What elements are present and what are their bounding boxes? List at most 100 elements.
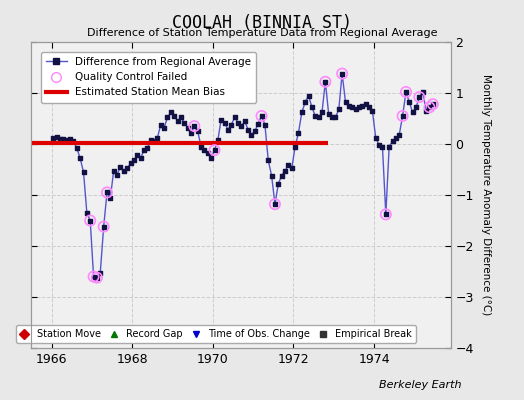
Point [341, 99, 350, 105]
Point [308, 104, 316, 110]
Point [254, 120, 263, 127]
Point [271, 201, 279, 207]
Point [200, 147, 209, 153]
Point [150, 138, 158, 145]
Point [415, 94, 423, 100]
Point [227, 122, 235, 128]
Point [278, 172, 286, 179]
Point [183, 124, 192, 131]
Point [257, 113, 266, 119]
Point [398, 113, 407, 119]
Point [163, 114, 172, 121]
Point [147, 137, 155, 143]
Point [90, 274, 98, 280]
Text: Difference of Station Temperature Data from Regional Average: Difference of Station Temperature Data f… [87, 28, 437, 38]
Point [231, 114, 239, 121]
Point [210, 147, 219, 153]
Point [59, 136, 68, 143]
Point [96, 269, 104, 276]
Point [76, 155, 84, 162]
Point [362, 101, 370, 108]
Point [210, 147, 219, 153]
Point [358, 102, 366, 109]
Point [378, 143, 387, 150]
Point [187, 130, 195, 136]
Point [204, 150, 212, 156]
Point [241, 118, 249, 124]
Text: COOLAH (BINNIA ST): COOLAH (BINNIA ST) [172, 14, 352, 32]
Point [106, 194, 115, 201]
Point [405, 99, 413, 105]
Point [288, 165, 296, 172]
Point [298, 109, 306, 116]
Point [247, 132, 256, 138]
Point [385, 143, 394, 150]
Point [221, 119, 229, 126]
Point [264, 157, 272, 164]
Point [83, 210, 91, 216]
Point [193, 128, 202, 134]
Point [301, 99, 309, 105]
Point [274, 180, 282, 187]
Point [170, 113, 178, 119]
Point [284, 162, 292, 169]
Point [93, 274, 101, 281]
Point [425, 104, 434, 110]
Point [338, 70, 346, 77]
Point [250, 128, 259, 134]
Point [281, 167, 289, 174]
Point [415, 94, 423, 100]
Point [62, 137, 71, 143]
Point [419, 89, 427, 95]
Point [217, 116, 225, 123]
Point [177, 114, 185, 121]
Point [160, 124, 168, 131]
Point [324, 111, 333, 118]
Point [73, 145, 81, 151]
Point [56, 136, 64, 142]
Point [429, 101, 437, 108]
Point [321, 78, 330, 85]
Point [429, 101, 437, 108]
Point [372, 135, 380, 141]
Point [123, 165, 132, 172]
Point [294, 130, 303, 136]
Point [409, 109, 417, 116]
Point [365, 104, 373, 110]
Point [66, 136, 74, 142]
Point [190, 123, 199, 129]
Point [140, 147, 148, 153]
Point [402, 89, 410, 95]
Point [348, 104, 356, 110]
Point [352, 106, 360, 112]
Point [52, 134, 61, 140]
Point [412, 104, 420, 110]
Point [214, 137, 222, 143]
Point [103, 189, 111, 196]
Y-axis label: Monthly Temperature Anomaly Difference (°C): Monthly Temperature Anomaly Difference (… [481, 74, 491, 316]
Point [331, 114, 340, 121]
Point [197, 143, 205, 150]
Point [157, 122, 165, 128]
Point [345, 102, 353, 109]
Point [207, 155, 215, 162]
Point [388, 138, 397, 145]
Point [110, 167, 118, 174]
Point [79, 169, 88, 175]
Point [291, 143, 299, 150]
Point [422, 108, 430, 114]
Point [130, 157, 138, 164]
Point [314, 114, 323, 121]
Point [119, 167, 128, 174]
Point [224, 126, 232, 133]
Point [271, 201, 279, 207]
Point [90, 274, 98, 280]
Point [398, 113, 407, 119]
Point [395, 132, 403, 138]
Point [100, 224, 108, 230]
Point [190, 123, 199, 129]
Point [69, 138, 78, 145]
Point [126, 160, 135, 166]
Point [244, 126, 252, 133]
Text: Berkeley Earth: Berkeley Earth [379, 380, 461, 390]
